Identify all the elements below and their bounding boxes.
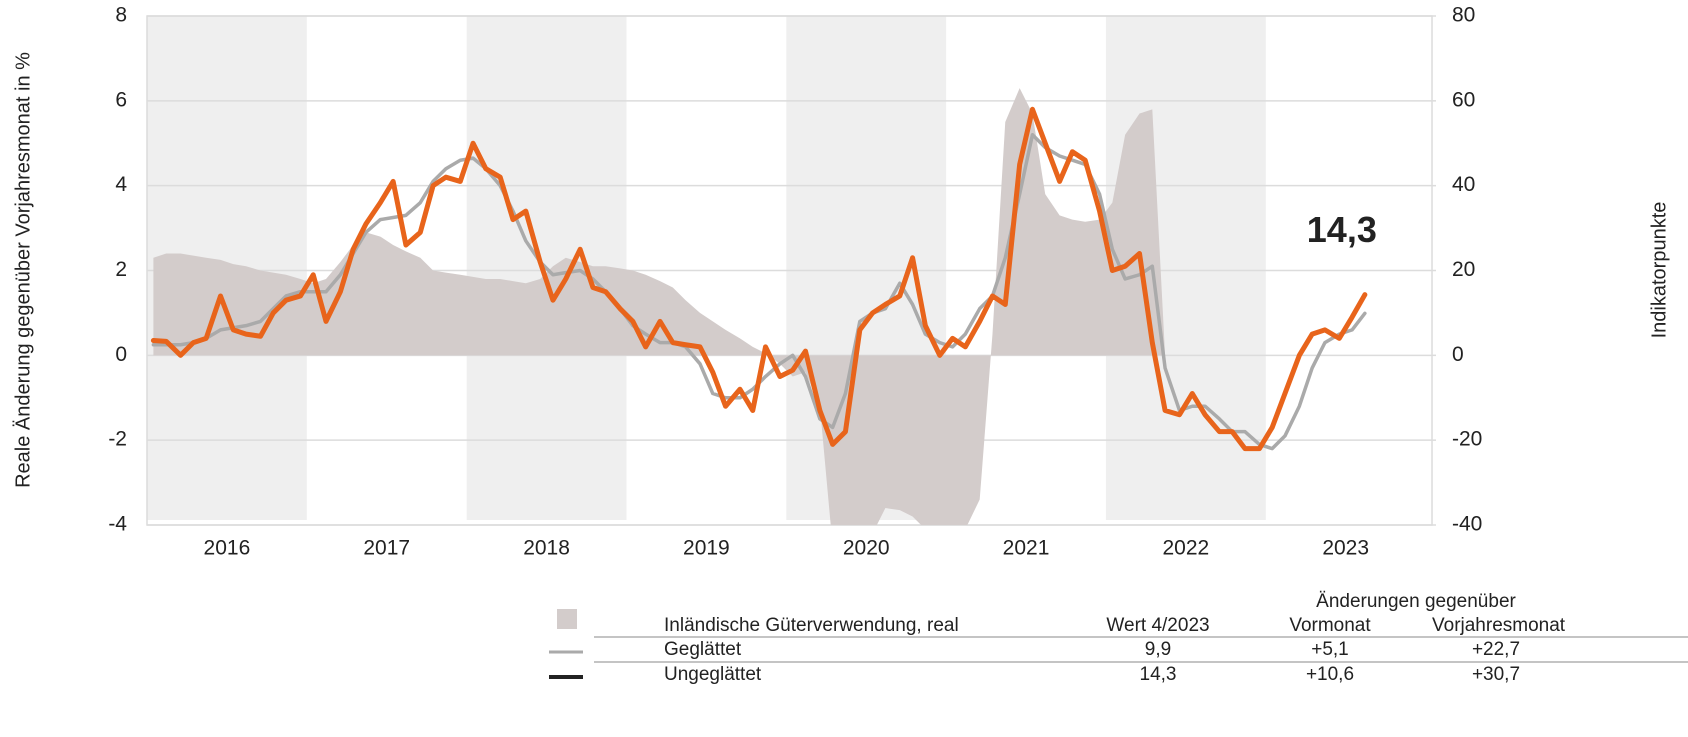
y2-tick-label: -20 [1452,428,1482,451]
y-tick-label: 4 [115,173,127,196]
table-cell: +22,7 [1472,639,1520,660]
y-axis-title: Reale Änderung gegenüber Vorjahresmonat … [12,52,34,488]
x-tick-label: 2017 [363,537,410,560]
plot [150,88,1368,525]
x-tick-label: 2022 [1163,537,1210,560]
y2-tick-label: 0 [1452,343,1464,366]
y2-tick-label: 20 [1452,258,1475,281]
y2-tick-label: 60 [1452,88,1475,111]
table-column: Wert 4/2023 [1106,615,1209,636]
x-tick-label: 2019 [683,537,730,560]
table-cell: +10,6 [1306,664,1354,685]
plot-frame [146,15,1433,526]
table-cell: 14,3 [1140,664,1177,685]
table-header: Änderungen gegenüber [1316,591,1516,612]
x-tick-label: 2016 [204,537,251,560]
table-cell: 9,9 [1145,639,1171,660]
table-cell: +5,1 [1311,639,1349,660]
table-column: Vorjahresmonat [1432,615,1566,636]
legend-label: Geglättet [664,639,742,660]
table-cell: +30,7 [1472,664,1520,685]
y-tick-label: 2 [115,258,127,281]
y-tick-label: 6 [115,88,127,111]
legend-label: Inländische Güterverwendung, real [664,615,959,636]
y2-tick-label: -40 [1452,513,1482,536]
x-tick-label: 2021 [1003,537,1050,560]
y-tick-label: 0 [115,343,127,366]
table-column: Vormonat [1289,615,1371,636]
legend-label: Ungeglättet [664,664,762,685]
area [153,88,1166,525]
y-tick-label: 8 [115,4,127,27]
x-tick-label: 2020 [843,537,890,560]
y2-tick-label: 40 [1452,173,1475,196]
y2-tick-label: 80 [1452,4,1475,27]
annotation: 14,3 [1307,209,1377,250]
x-tick-label: 2023 [1322,537,1369,560]
y2-axis-title: Indikatorpunkte [1648,202,1670,339]
x-tick-label: 2018 [523,537,570,560]
y-tick-label: -2 [108,428,127,451]
y-tick-label: -4 [108,513,127,536]
line [150,106,1368,452]
legend-swatch [557,609,577,629]
